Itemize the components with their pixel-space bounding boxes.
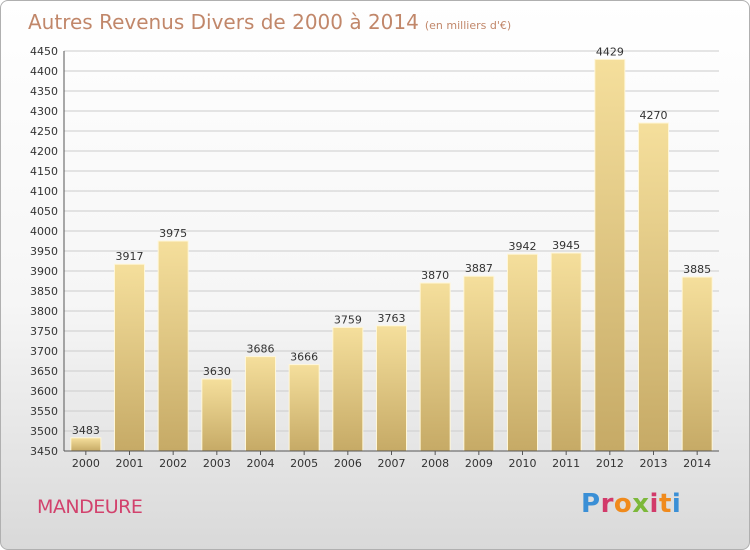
x-tick-label: 2003	[203, 457, 231, 470]
x-tick-label: 2010	[509, 457, 537, 470]
y-tick-label: 4350	[30, 85, 58, 98]
bar	[550, 252, 582, 452]
x-tick-label: 2002	[159, 457, 187, 470]
commune-name: MANDEURE	[37, 496, 143, 518]
bar	[681, 276, 713, 452]
y-tick-label: 4000	[30, 225, 58, 238]
title-row: Autres Revenus Divers de 2000 à 2014 (en …	[28, 10, 511, 34]
bar-value-label: 3763	[378, 312, 406, 325]
y-tick-label: 3900	[30, 265, 58, 278]
bar-value-label: 3630	[203, 365, 231, 378]
bar	[638, 122, 669, 452]
y-tick-label: 3450	[30, 445, 58, 458]
x-tick-label: 2014	[683, 457, 711, 470]
bar	[245, 356, 276, 452]
bar-value-label: 3942	[509, 240, 537, 253]
y-tick-label: 3700	[30, 345, 58, 358]
x-tick-label: 2008	[421, 457, 449, 470]
x-tick-label: 2004	[247, 457, 275, 470]
x-tick-label: 2000	[72, 457, 100, 470]
bar-value-label: 4270	[640, 109, 668, 122]
y-tick-label: 3850	[30, 285, 58, 298]
bar-value-label: 3885	[683, 263, 711, 276]
y-tick-label: 4300	[30, 105, 58, 118]
bar-value-label: 3917	[116, 250, 144, 263]
y-tick-label: 4200	[30, 145, 58, 158]
bar	[463, 275, 495, 452]
bar	[594, 58, 626, 452]
axes: 3450 3500 3550 3600 3650 3700 3750 3800 3850 3900…	[30, 45, 719, 470]
y-tick-label: 3750	[30, 325, 58, 338]
bar-value-label: 3887	[465, 262, 493, 275]
bar	[376, 325, 407, 452]
bar	[288, 364, 320, 452]
bar-value-label: 3759	[334, 313, 362, 326]
bar-value-label: 4429	[596, 45, 624, 58]
x-tick-label: 2001	[116, 457, 144, 470]
bar-value-label: 3483	[72, 424, 100, 437]
y-tick-label: 4400	[30, 65, 58, 78]
bar	[70, 437, 102, 452]
bar-value-label: 3870	[421, 269, 449, 282]
x-tick-label: 2005	[290, 457, 318, 470]
x-tick-label: 2011	[552, 457, 580, 470]
y-tick-label: 3950	[30, 245, 58, 258]
bar-value-label: 3975	[159, 227, 187, 240]
bars: 3483 3917 3975 3630 3686 3666 3759 3763 3870 3887…	[70, 45, 713, 452]
y-tick-label: 4250	[30, 125, 58, 138]
bar	[507, 253, 538, 452]
bar-value-label: 3945	[552, 239, 580, 252]
bar	[419, 282, 451, 452]
chart-title: Autres Revenus Divers de 2000 à 2014	[28, 10, 419, 34]
x-tick-label: 2009	[465, 457, 493, 470]
x-tick-label: 2007	[378, 457, 406, 470]
y-tick-label: 4450	[30, 45, 58, 58]
bar-value-label: 3686	[247, 343, 275, 356]
chart-subtitle: (en milliers d'€)	[424, 19, 512, 32]
bar	[114, 263, 145, 452]
x-tick-label: 2006	[334, 457, 362, 470]
y-tick-label: 4100	[30, 185, 58, 198]
proxiti-logo: Proxiti	[581, 489, 682, 519]
bar	[201, 378, 233, 452]
x-tick-label: 2012	[596, 457, 624, 470]
bar	[332, 326, 364, 452]
y-tick-label: 3500	[30, 425, 58, 438]
y-tick-label: 3800	[30, 305, 58, 318]
bar	[157, 240, 189, 452]
bar-value-label: 3666	[290, 351, 318, 364]
y-tick-label: 3550	[30, 405, 58, 418]
x-tick-label: 2013	[640, 457, 668, 470]
y-tick-label: 4050	[30, 205, 58, 218]
y-tick-label: 4150	[30, 165, 58, 178]
y-tick-label: 3600	[30, 385, 58, 398]
y-tick-label: 3650	[30, 365, 58, 378]
